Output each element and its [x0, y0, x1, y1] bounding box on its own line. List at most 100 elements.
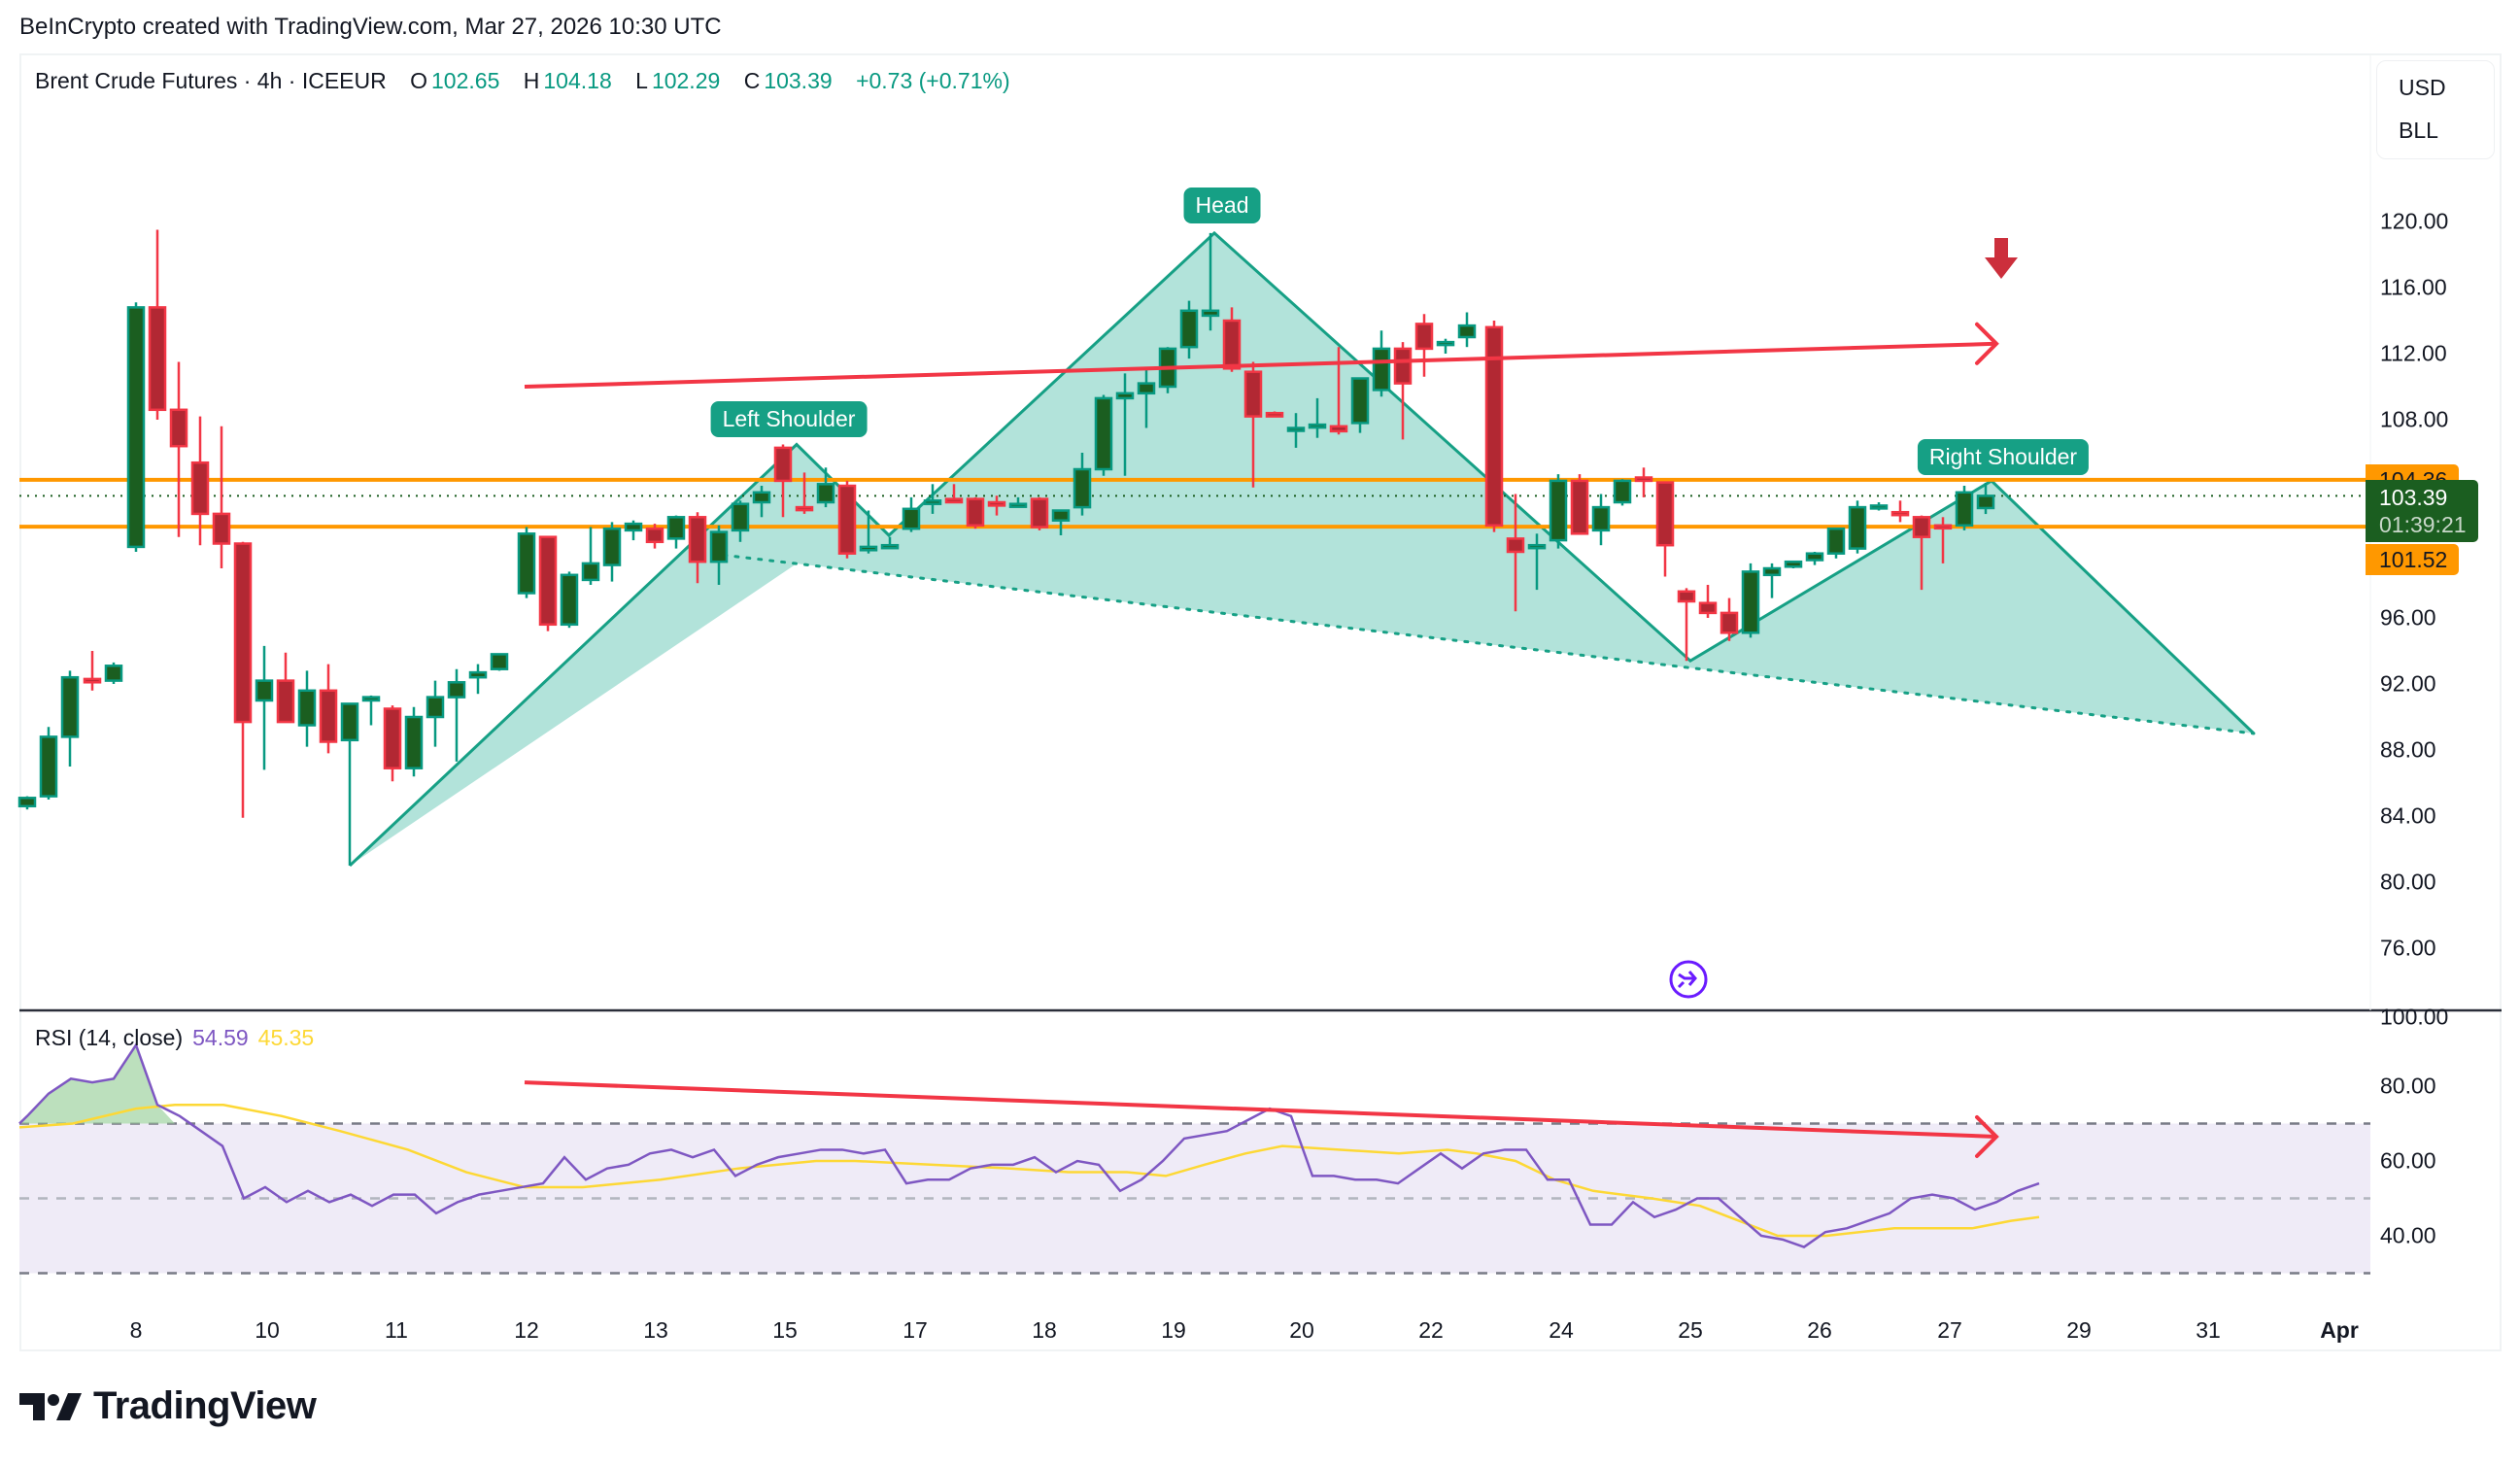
candle [1243, 361, 1263, 488]
currency-label[interactable]: USD [2399, 75, 2446, 100]
candle [383, 705, 402, 782]
candle [752, 486, 771, 518]
candle [1350, 377, 1370, 433]
candle [1484, 321, 1504, 532]
price-tick: 88.00 [2380, 736, 2436, 763]
rsi-title[interactable]: RSI (14, close) [35, 1025, 184, 1050]
candle [297, 670, 317, 747]
candle [1955, 486, 1974, 530]
candle [1741, 563, 1760, 638]
candle [426, 680, 445, 747]
last-price-tag: 103.39 01:39:21 [2366, 480, 2478, 542]
candle [1179, 300, 1199, 359]
tradingview-logo[interactable]: TradingView [19, 1384, 317, 1428]
rsi-tick: 60.00 [2380, 1147, 2436, 1174]
rsi-tick: 40.00 [2380, 1222, 2436, 1248]
price-tick: 80.00 [2380, 869, 2436, 895]
time-tick: 17 [902, 1317, 928, 1343]
candle [1976, 482, 1995, 515]
candle [581, 527, 600, 585]
candle [404, 706, 424, 777]
rsi-ma-line [18, 1104, 2040, 1238]
candle [1030, 496, 1049, 530]
unit-label[interactable]: BLL [2399, 118, 2438, 143]
candle [1414, 314, 1434, 377]
time-tick: 12 [514, 1317, 539, 1343]
candle [1805, 552, 1824, 565]
candle [1912, 515, 1931, 591]
candle [447, 668, 466, 762]
price-tick: 112.00 [2380, 340, 2447, 366]
candle [83, 651, 102, 691]
candle [39, 727, 58, 800]
time-tick: 18 [1032, 1317, 1057, 1343]
candle [233, 541, 253, 818]
candle [255, 645, 274, 770]
candle [340, 702, 359, 866]
candle [1890, 500, 1910, 523]
candle [1527, 533, 1547, 591]
candle [602, 522, 622, 582]
candle [212, 426, 231, 568]
candle [1869, 502, 1889, 511]
candle [1436, 338, 1455, 354]
candle [944, 484, 964, 504]
time-tick: 25 [1678, 1317, 1703, 1343]
candle [1201, 232, 1220, 331]
candle [966, 496, 985, 529]
candle [1457, 312, 1477, 348]
rsi-divergence-arrowhead [1975, 1114, 1999, 1158]
symbol-title[interactable]: Brent Crude Futures · 4h · ICEEUR [35, 68, 387, 93]
neckline [722, 553, 2256, 735]
credit-line: BeInCrypto created with TradingView.com,… [19, 14, 722, 40]
candle [1308, 397, 1327, 438]
scroll-to-realtime-arrow [1677, 971, 1697, 989]
candle [17, 796, 37, 810]
time-tick: 13 [643, 1317, 668, 1343]
candle [666, 515, 686, 549]
candle [1570, 474, 1589, 535]
candle [1784, 560, 1803, 568]
candle [1655, 481, 1675, 577]
left-shoulder-label: Left Shoulder [710, 401, 868, 437]
candle [731, 500, 750, 542]
currency-unit-selector[interactable]: USD BLL [2376, 60, 2495, 159]
candle [490, 653, 509, 671]
close-label: C [743, 68, 761, 93]
candle [1720, 597, 1739, 641]
time-tick: 20 [1289, 1317, 1314, 1343]
candle [880, 536, 900, 550]
price-trendline [524, 341, 1997, 389]
time-tick: 27 [1937, 1317, 1962, 1343]
price-tick: 116.00 [2380, 274, 2447, 300]
candle [1826, 527, 1846, 559]
rsi-legend: RSI (14, close) 54.59 45.35 [35, 1025, 314, 1051]
candle [1115, 373, 1135, 476]
price-trendline-arrowhead [1975, 322, 1999, 365]
time-tick: 19 [1161, 1317, 1186, 1343]
price-tick: 92.00 [2380, 670, 2436, 697]
candle [276, 652, 295, 724]
candle [1094, 394, 1113, 476]
candle [1158, 347, 1177, 393]
rsi-tick: 80.00 [2380, 1073, 2436, 1099]
time-tick: 31 [2196, 1317, 2221, 1343]
time-tick: 10 [255, 1317, 280, 1343]
candle [1393, 342, 1413, 440]
candle [1634, 467, 1653, 497]
time-tick: 29 [2066, 1317, 2092, 1343]
candle [517, 527, 536, 598]
candle [1698, 585, 1718, 618]
candle [816, 467, 835, 508]
candle [468, 664, 488, 695]
time-tick: 26 [1807, 1317, 1832, 1343]
candle [538, 535, 558, 631]
last-price-value: 103.39 [2379, 485, 2448, 510]
candle [688, 512, 707, 584]
candle [1549, 474, 1568, 549]
candle [1137, 370, 1156, 428]
candle [1222, 307, 1242, 372]
high-label: H [523, 68, 540, 93]
candle [624, 520, 643, 541]
